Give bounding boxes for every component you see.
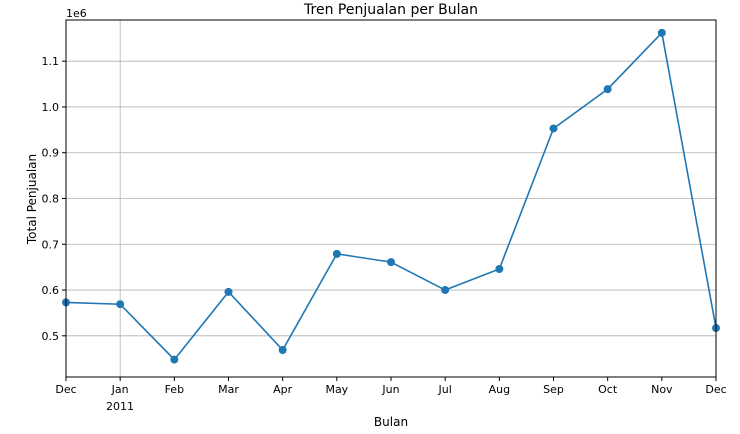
x-tick-label: Aug xyxy=(489,383,510,396)
data-point xyxy=(495,264,504,273)
data-point xyxy=(332,249,341,258)
x-tick-label: Sep xyxy=(543,383,564,396)
x-axis-label: Bulan xyxy=(374,415,408,429)
x-tick-label: Jun xyxy=(381,383,399,396)
series-line xyxy=(65,31,717,361)
series-layer xyxy=(62,28,720,364)
data-point xyxy=(441,286,450,295)
data-point xyxy=(603,85,612,94)
x-tick-label: Feb xyxy=(165,383,184,396)
y-tick-label: 0.7 xyxy=(42,238,60,251)
data-point xyxy=(278,345,287,354)
y-tick-label: 0.6 xyxy=(42,284,60,297)
y-tick-label: 0.9 xyxy=(42,147,60,160)
x-tick-label: Mar xyxy=(218,383,239,396)
x-tick-label: Jan xyxy=(111,383,129,396)
data-point xyxy=(224,287,233,296)
y-tick-label: 0.8 xyxy=(42,193,60,206)
grid-layer xyxy=(66,20,716,377)
x-tick-label: May xyxy=(325,383,348,396)
y-axis-label: Total Penjualan xyxy=(25,154,39,245)
x-tick-label: Apr xyxy=(273,383,293,396)
data-point xyxy=(170,355,179,364)
chart-title: Tren Penjualan per Bulan xyxy=(303,2,478,18)
tick-layer: 0.5 0.6 0.7 0.8 0.9 1.0 1.1 Dec Jan Feb Mar Apr May J… xyxy=(42,55,727,396)
x-tick-label: Dec xyxy=(55,383,76,396)
x-tick-label: Dec xyxy=(705,383,726,396)
data-point xyxy=(549,124,558,133)
x-year-label: 2011 xyxy=(106,400,134,413)
data-point xyxy=(116,300,125,309)
y-offset-label: 1e6 xyxy=(66,7,87,20)
x-tick-label: Nov xyxy=(651,383,673,396)
data-point xyxy=(657,28,666,37)
x-tick-label: Oct xyxy=(598,383,618,396)
y-tick-label: 1.0 xyxy=(42,101,60,114)
y-tick-label: 1.1 xyxy=(42,55,60,68)
y-tick-label: 0.5 xyxy=(42,330,60,343)
x-tick-label: Jul xyxy=(438,383,452,396)
data-point xyxy=(387,258,395,267)
